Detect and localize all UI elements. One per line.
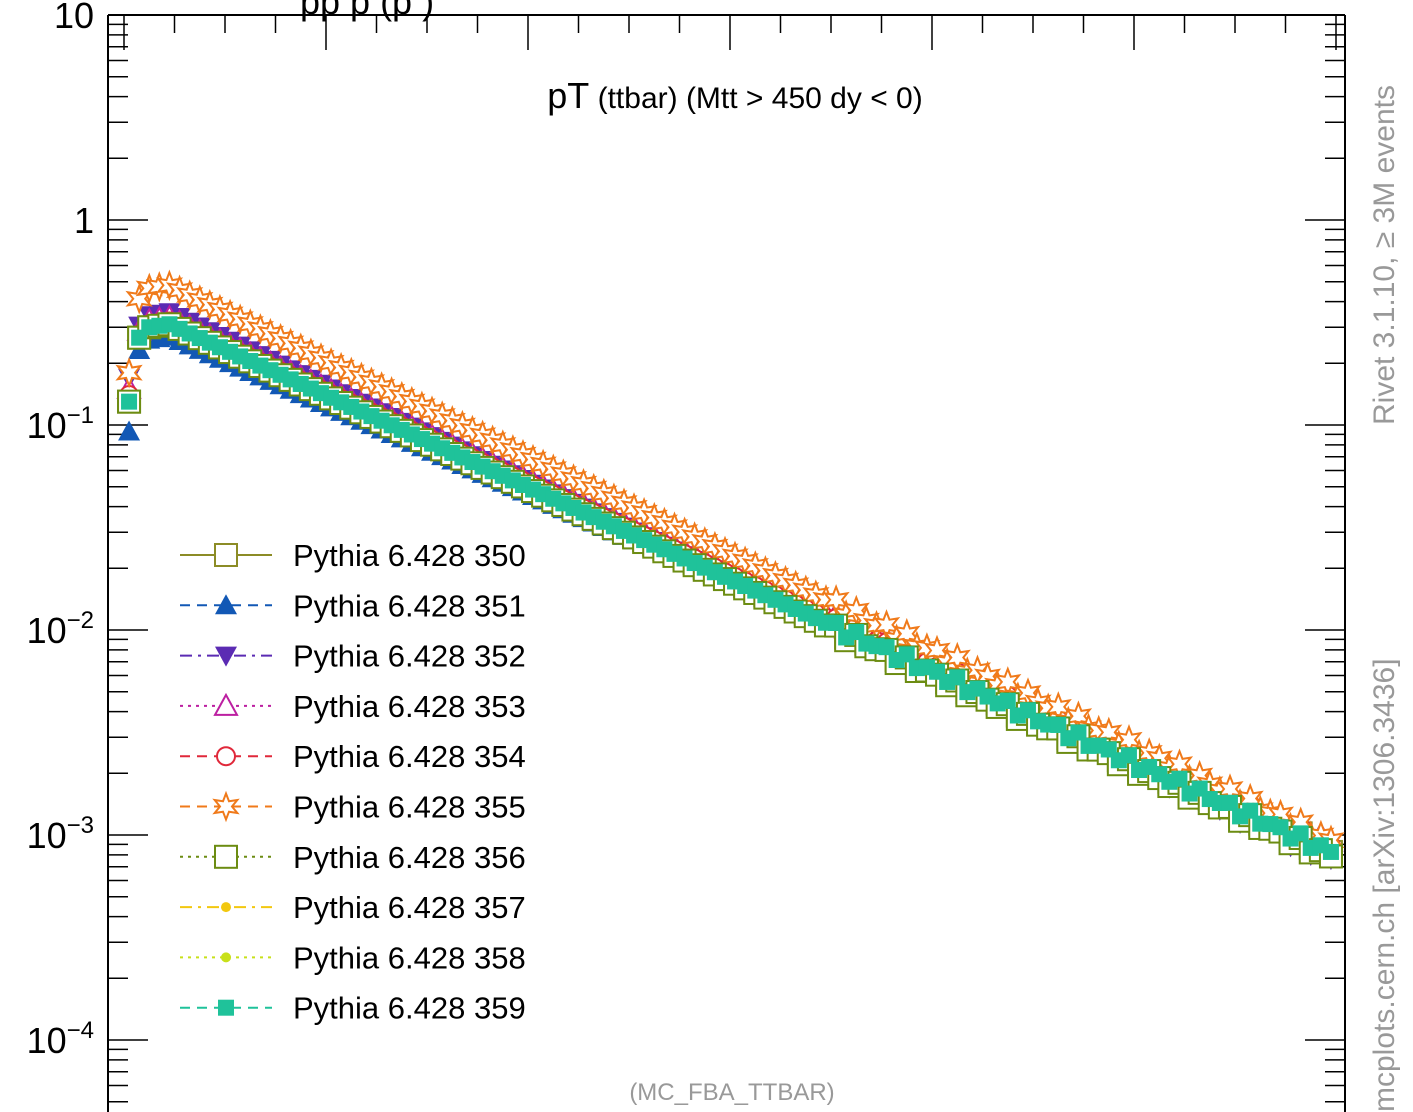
data-point: [999, 692, 1016, 709]
legend-label: Pythia 6.428 350: [293, 538, 526, 573]
y-tick-label: 10−4: [27, 1017, 94, 1061]
mcplots-label: mcplots.cern.ch [arXiv:1306.3436]: [1368, 658, 1401, 1112]
legend-label: Pythia 6.428 352: [293, 639, 526, 674]
legend-label: Pythia 6.428 358: [293, 940, 526, 975]
plot-frame: [107, 14, 1346, 1112]
data-point: [115, 356, 143, 389]
legend-marker: [216, 746, 236, 767]
legend-marker: [213, 692, 239, 716]
data-point: [878, 639, 895, 656]
data-point: [822, 584, 850, 616]
legend-label: Pythia 6.428 351: [293, 588, 526, 623]
data-point: [1242, 802, 1259, 819]
legend-entry: Pythia 6.428 359: [180, 991, 526, 1026]
data-point: [1050, 716, 1067, 733]
y-tick-label: 10: [54, 0, 94, 36]
series-355: [115, 269, 1345, 856]
legend-entry: Pythia 6.428 352: [180, 639, 526, 674]
legend-entry: Pythia 6.428 356: [180, 840, 526, 875]
legend-marker: [215, 594, 237, 615]
legend-label: Pythia 6.428 355: [293, 790, 526, 825]
data-point: [1070, 724, 1087, 741]
legend-marker: [221, 952, 231, 963]
legend-label: Pythia 6.428 354: [293, 739, 526, 774]
data-point: [828, 614, 845, 631]
rivet-version-label: Rivet 3.1.10, ≥ 3M events: [1368, 85, 1401, 425]
y-tick-labels: 10 1 10−1 10−2 10−3 10−4: [27, 0, 94, 1061]
data-point: [1171, 770, 1188, 787]
legend-marker: [214, 844, 238, 869]
y-tick-label: 10−1: [27, 402, 94, 446]
data-series: [115, 269, 1345, 871]
legend-entry: Pythia 6.428 350: [180, 538, 526, 573]
data-point: [121, 393, 138, 410]
data-point: [1120, 747, 1137, 764]
plot-title: pT (ttbar) (Mtt > 450 dy < 0): [547, 75, 922, 116]
analysis-tag: (MC_FBA_TTBAR): [629, 1079, 834, 1106]
legend-entry: Pythia 6.428 358: [180, 940, 526, 975]
legend: Pythia 6.428 350 Pythia 6.428 351 Pythia 6…: [180, 538, 526, 1026]
legend-entry: Pythia 6.428 354: [180, 739, 526, 774]
data-point: [898, 646, 915, 663]
legend-label: Pythia 6.428 359: [293, 991, 526, 1026]
legend-entry: Pythia 6.428 357: [180, 890, 526, 925]
cut-top-title: pp p (p ): [300, 0, 434, 22]
legend-entry: Pythia 6.428 353: [180, 689, 526, 724]
y-tick-label: 10−3: [27, 812, 94, 856]
legend-marker: [218, 999, 234, 1016]
legend-label: Pythia 6.428 357: [293, 890, 526, 925]
legend-label: Pythia 6.428 353: [293, 689, 526, 724]
data-point: [1221, 794, 1238, 811]
legend-marker: [215, 646, 237, 667]
legend-marker: [214, 543, 238, 567]
legend-marker: [221, 902, 231, 913]
y-tick-label: 10−2: [27, 607, 94, 651]
data-point: [949, 669, 966, 686]
data-point: [1322, 843, 1339, 860]
legend-marker: [212, 790, 240, 823]
data-point: [1292, 825, 1309, 842]
legend-label: Pythia 6.428 356: [293, 840, 526, 875]
y-tick-label: 1: [74, 200, 94, 241]
series-359: [121, 316, 1339, 860]
legend-entry: Pythia 6.428 351: [180, 588, 526, 623]
legend-entry: Pythia 6.428 355: [180, 790, 526, 825]
data-point: [118, 420, 141, 441]
